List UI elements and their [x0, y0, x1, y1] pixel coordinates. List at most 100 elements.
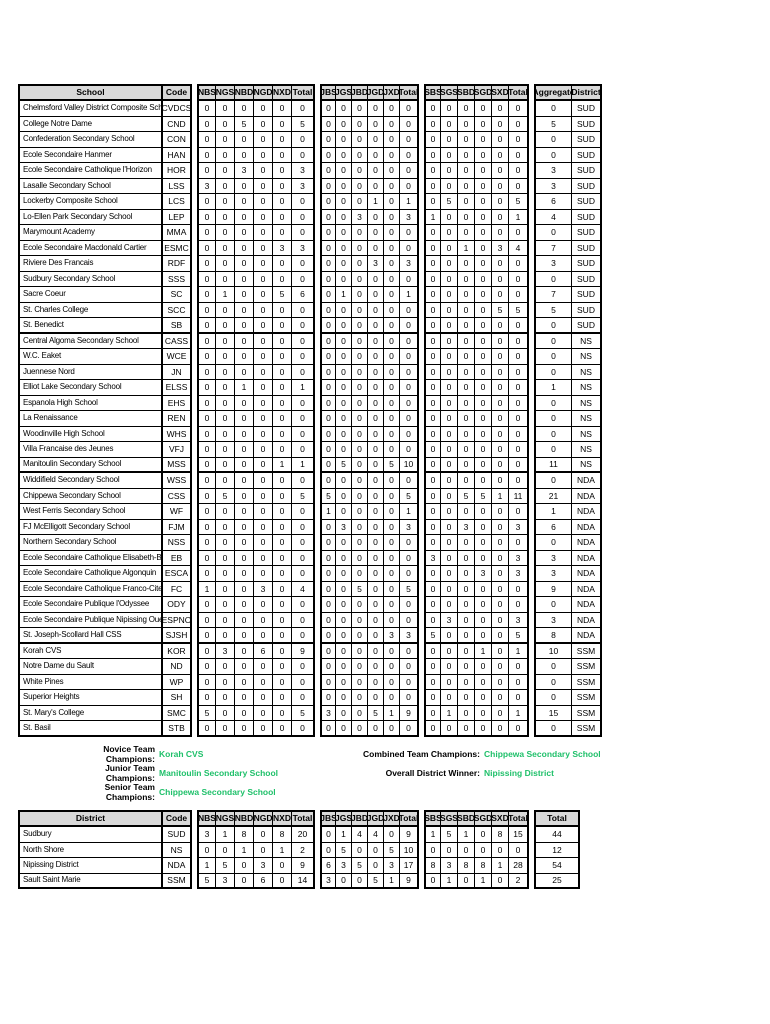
senior-score-cell: 0: [492, 333, 509, 349]
novice-score-cell: 0: [216, 147, 235, 163]
aggregate-cell: 0: [534, 411, 572, 427]
senior-score-cell: 0: [458, 566, 475, 582]
junior-score-cell: 0: [352, 597, 368, 613]
senior-score-cell: 0: [424, 659, 441, 675]
senior-score-cell: 0: [458, 473, 475, 489]
senior-score-cell: 0: [441, 240, 458, 256]
novice-score-cell: 0: [216, 225, 235, 241]
school-name-cell: Lo-Ellen Park Secondary School: [18, 209, 163, 225]
senior-score-cell: 0: [475, 349, 492, 365]
junior-score-cell: 0: [320, 659, 336, 675]
column-header-novice: NGS: [216, 84, 235, 101]
senior-score-cell: 0: [441, 628, 458, 644]
junior-score-cell: 0: [352, 302, 368, 318]
novice-score-cell: 3: [235, 163, 254, 179]
senior-score-cell: 0: [441, 163, 458, 179]
novice-score-cell: 0: [235, 302, 254, 318]
novice-score-cell: 0: [235, 457, 254, 473]
column-header-senior: SBD: [458, 84, 475, 101]
district-code-cell: NDA: [572, 612, 602, 628]
junior-score-cell: 1: [400, 194, 419, 210]
novice-score-cell: 0: [254, 116, 273, 132]
junior-score-cell: 0: [336, 442, 352, 458]
district-code-cell: NDA: [572, 628, 602, 644]
senior-score-cell: 0: [458, 380, 475, 396]
novice-score-cell: 0: [197, 628, 216, 644]
novice-score-cell: 0: [273, 659, 292, 675]
senior-score-cell: 0: [458, 147, 475, 163]
school-code-cell: RDF: [163, 256, 192, 272]
junior-score-cell: 0: [336, 721, 352, 737]
junior-score-cell: 0: [320, 827, 336, 843]
novice-score-cell: 0: [197, 550, 216, 566]
novice-score-cell: 0: [216, 101, 235, 117]
novice-score-cell: 3: [273, 240, 292, 256]
senior-score-cell: 0: [475, 457, 492, 473]
senior-score-cell: 0: [424, 504, 441, 520]
school-name-cell: College Notre Dame: [18, 116, 163, 132]
novice-score-cell: 0: [235, 504, 254, 520]
senior-score-cell: 0: [458, 690, 475, 706]
senior-score-cell: 0: [424, 380, 441, 396]
school-name-cell: White Pines: [18, 674, 163, 690]
novice-score-cell: 0: [197, 721, 216, 737]
school-code-cell: SSS: [163, 271, 192, 287]
novice-score-cell: 0: [216, 519, 235, 535]
novice-score-cell: 0: [292, 256, 315, 272]
junior-score-cell: 0: [368, 535, 384, 551]
senior-team-champions-row: Senior Team Champions: Chippewa Secondar…: [55, 782, 278, 802]
district-code-cell: SSM: [572, 674, 602, 690]
novice-score-cell: 0: [235, 690, 254, 706]
column-header-senior: SXD: [492, 84, 509, 101]
school-name-cell: Villa Francaise des Jeunes: [18, 442, 163, 458]
senior-score-cell: 5: [509, 302, 529, 318]
novice-score-cell: 5: [216, 858, 235, 874]
junior-score-cell: 0: [368, 581, 384, 597]
junior-score-cell: 0: [384, 364, 400, 380]
senior-score-cell: 0: [424, 612, 441, 628]
school-code-cell: REN: [163, 411, 192, 427]
novice-score-cell: 1: [235, 842, 254, 858]
senior-score-cell: 0: [475, 504, 492, 520]
junior-score-cell: 0: [352, 147, 368, 163]
column-header-junior: JGS: [336, 810, 352, 827]
school-code-cell: WF: [163, 504, 192, 520]
junior-score-cell: 0: [352, 488, 368, 504]
senior-score-cell: 0: [509, 101, 529, 117]
school-name-cell: Confederation Secondary School: [18, 132, 163, 148]
school-name-cell: FJ McElligott Secondary School: [18, 519, 163, 535]
junior-score-cell: 0: [368, 643, 384, 659]
novice-score-cell: 0: [235, 597, 254, 613]
senior-score-cell: 0: [424, 116, 441, 132]
school-code-cell: EHS: [163, 395, 192, 411]
junior-score-cell: 0: [320, 442, 336, 458]
district-code-cell: NS: [572, 395, 602, 411]
school-code-cell: MSS: [163, 457, 192, 473]
column-header-junior: Total: [400, 84, 419, 101]
district-code-cell: SSM: [163, 873, 192, 889]
district-code-cell: SUD: [572, 302, 602, 318]
novice-score-cell: 0: [197, 488, 216, 504]
senior-score-cell: 11: [509, 488, 529, 504]
senior-score-cell: 0: [475, 597, 492, 613]
school-name-cell: Northern Secondary School: [18, 535, 163, 551]
aggregate-cell: 9: [534, 581, 572, 597]
senior-score-cell: 0: [509, 364, 529, 380]
column-header-junior: JXD: [384, 84, 400, 101]
senior-score-cell: 0: [509, 163, 529, 179]
junior-score-cell: 0: [400, 612, 419, 628]
district-code-cell: NS: [572, 380, 602, 396]
novice-score-cell: 0: [292, 333, 315, 349]
junior-score-cell: 1: [384, 705, 400, 721]
junior-score-cell: 0: [384, 163, 400, 179]
novice-score-cell: 0: [292, 628, 315, 644]
senior-score-cell: 0: [424, 842, 441, 858]
senior-team-champions-value: Chippewa Secondary School: [159, 786, 276, 797]
novice-score-cell: 0: [216, 690, 235, 706]
novice-score-cell: 0: [216, 209, 235, 225]
novice-score-cell: 1: [197, 858, 216, 874]
novice-score-cell: 0: [254, 333, 273, 349]
school-code-cell: VFJ: [163, 442, 192, 458]
novice-score-cell: 0: [235, 411, 254, 427]
novice-score-cell: 0: [292, 535, 315, 551]
